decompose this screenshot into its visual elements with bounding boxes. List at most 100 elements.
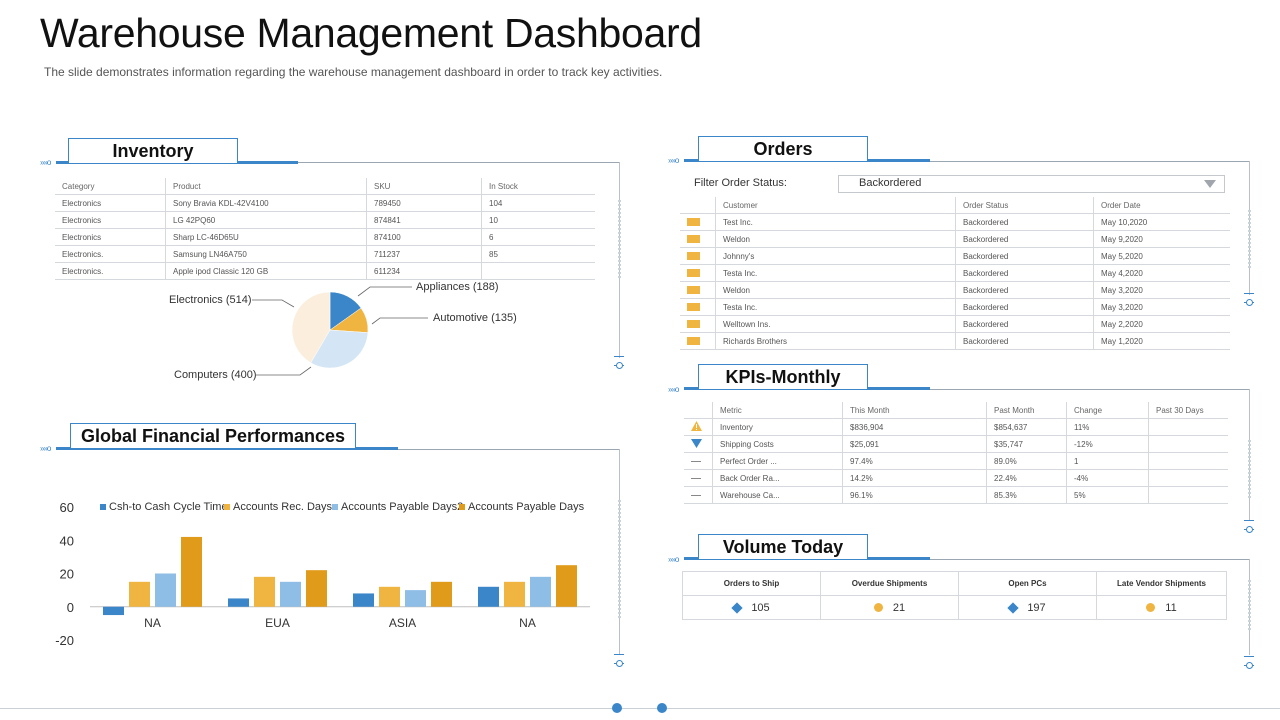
pie-label-appliances: Appliances (188) (416, 281, 499, 293)
table-row[interactable]: Electronics. Samsung LN46A750 711237 85 (55, 245, 595, 263)
table-cell: Backordered (955, 247, 1094, 265)
table-cell: May 9,2020 (1093, 230, 1230, 248)
table-cell: 711237 (366, 245, 482, 263)
legend-item: Csh-to Cash Cycle Time (100, 501, 228, 513)
table-cell (1148, 435, 1228, 453)
dash-icon (691, 460, 701, 462)
chevron-down-icon[interactable] (1204, 180, 1216, 188)
orders-heading: Orders (698, 136, 868, 161)
table-cell: 85.3% (986, 486, 1067, 504)
table-row[interactable]: Electronics LG 42PQ60 874841 10 (55, 211, 595, 229)
table-cell: 10 (481, 211, 595, 229)
table-row[interactable]: Testa Inc. Backordered May 4,2020 (680, 264, 1230, 282)
table-row[interactable]: Johnny's Backordered May 5,2020 (680, 247, 1230, 265)
table-cell: Richards Brothers (715, 332, 956, 350)
panel-marker-icon: »»o (668, 555, 679, 564)
table-cell: Electronics (55, 211, 166, 229)
dash-icon (691, 494, 701, 496)
flag-icon (687, 235, 700, 244)
column-header: Customer (715, 197, 956, 214)
table-cell: -4% (1066, 469, 1149, 487)
table-cell: 611234 (366, 262, 482, 280)
table-cell: 874841 (366, 211, 482, 229)
pie-slice-electronics (291, 291, 331, 364)
column-header: Overdue Shipments (820, 571, 959, 596)
x-tick-label: EUA (265, 616, 290, 630)
table-cell: Sharp LC-46D65U (165, 228, 367, 246)
table-cell: Welltown Ins. (715, 315, 956, 333)
flag-icon (687, 286, 700, 295)
legend-item: Accounts Payable Days (459, 501, 584, 513)
table-cell: Samsung LN46A750 (165, 245, 367, 263)
table-cell: 96.1% (842, 486, 987, 504)
table-row[interactable]: Perfect Order ... 97.4% 89.0% 1 (684, 452, 1228, 470)
page-subtitle: The slide demonstrates information regar… (44, 65, 663, 79)
bar-2-2 (405, 590, 426, 607)
table-cell: $25,091 (842, 435, 987, 453)
bar-3-2 (530, 576, 551, 607)
bar-2-0 (353, 593, 374, 607)
table-row[interactable]: Shipping Costs $25,091 $35,747 -12% (684, 435, 1228, 453)
y-tick-label: 20 (60, 567, 74, 582)
table-cell: Backordered (955, 213, 1094, 231)
table-cell: May 10,2020 (1093, 213, 1230, 231)
bar-0-2 (155, 573, 176, 607)
column-header: Order Date (1093, 197, 1230, 214)
flag-icon (687, 252, 700, 261)
table-row[interactable]: Warehouse Ca... 96.1% 85.3% 5% (684, 486, 1228, 504)
table-cell: 11% (1066, 418, 1149, 436)
table-cell: Test Inc. (715, 213, 956, 231)
inventory-heading: Inventory (68, 138, 238, 163)
bar-1-1 (254, 576, 275, 607)
diamond-icon (1007, 601, 1019, 614)
flag-icon (687, 218, 700, 227)
table-cell: 14.2% (842, 469, 987, 487)
bar-1-2 (280, 581, 301, 607)
table-row[interactable]: Test Inc. Backordered May 10,2020 (680, 213, 1230, 231)
bar-3-3 (556, 565, 577, 607)
x-tick-label: ASIA (389, 616, 416, 630)
volume-cell: 105 (682, 595, 821, 620)
pie-label-automotive: Automotive (135) (433, 312, 517, 324)
x-tick-label: NA (144, 616, 161, 630)
previous-slide-button[interactable] (612, 703, 622, 713)
table-row[interactable]: Electronics Sharp LC-46D65U 874100 6 (55, 228, 595, 246)
table-row[interactable]: Weldon Backordered May 9,2020 (680, 230, 1230, 248)
orders-table: Customer Order Status Order Date Test In… (680, 197, 1230, 350)
table-cell: Warehouse Ca... (712, 486, 843, 504)
panel-marker-icon: »»o (40, 158, 51, 167)
column-header: SKU (366, 178, 482, 195)
table-cell: Backordered (955, 298, 1094, 316)
financial-heading: Global Financial Performances (70, 423, 356, 448)
y-tick-label: 40 (60, 533, 74, 548)
table-cell: $836,904 (842, 418, 987, 436)
panel-marker-icon: »»o (668, 385, 679, 394)
table-row[interactable]: Electronics Sony Bravia KDL-42V4100 789450… (55, 194, 595, 212)
table-cell: Johnny's (715, 247, 956, 265)
volume-value: 105 (751, 601, 770, 614)
table-cell: Shipping Costs (712, 435, 843, 453)
triangle-down-icon (691, 439, 702, 448)
table-row[interactable]: Richards Brothers Backordered May 1,2020 (680, 332, 1230, 350)
next-slide-button[interactable] (657, 703, 667, 713)
column-header: Late Vendor Shipments (1096, 571, 1227, 596)
column-header: Orders to Ship (682, 571, 821, 596)
table-cell: 85 (481, 245, 595, 263)
table-row[interactable]: Electronics. Apple ipod Classic 120 GB 611… (55, 262, 595, 280)
table-row[interactable]: Welltown Ins. Backordered May 2,2020 (680, 315, 1230, 333)
order-status-select[interactable]: Backordered (838, 175, 1225, 193)
table-cell (1148, 418, 1228, 436)
column-header: Order Status (955, 197, 1094, 214)
table-cell: Electronics. (55, 245, 166, 263)
table-row[interactable]: Testa Inc. Backordered May 3,2020 (680, 298, 1230, 316)
circle-icon (873, 603, 883, 613)
table-row[interactable]: Inventory $836,904 $854,637 11% (684, 418, 1228, 436)
table-row[interactable]: Weldon Backordered May 3,2020 (680, 281, 1230, 299)
table-cell: 1 (1066, 452, 1149, 470)
table-cell: Backordered (955, 332, 1094, 350)
bar-3-0 (478, 586, 499, 607)
column-header: Metric (712, 402, 843, 419)
bar-0-3 (181, 536, 202, 607)
flag-icon (687, 337, 700, 346)
table-row[interactable]: Back Order Ra... 14.2% 22.4% -4% (684, 469, 1228, 487)
